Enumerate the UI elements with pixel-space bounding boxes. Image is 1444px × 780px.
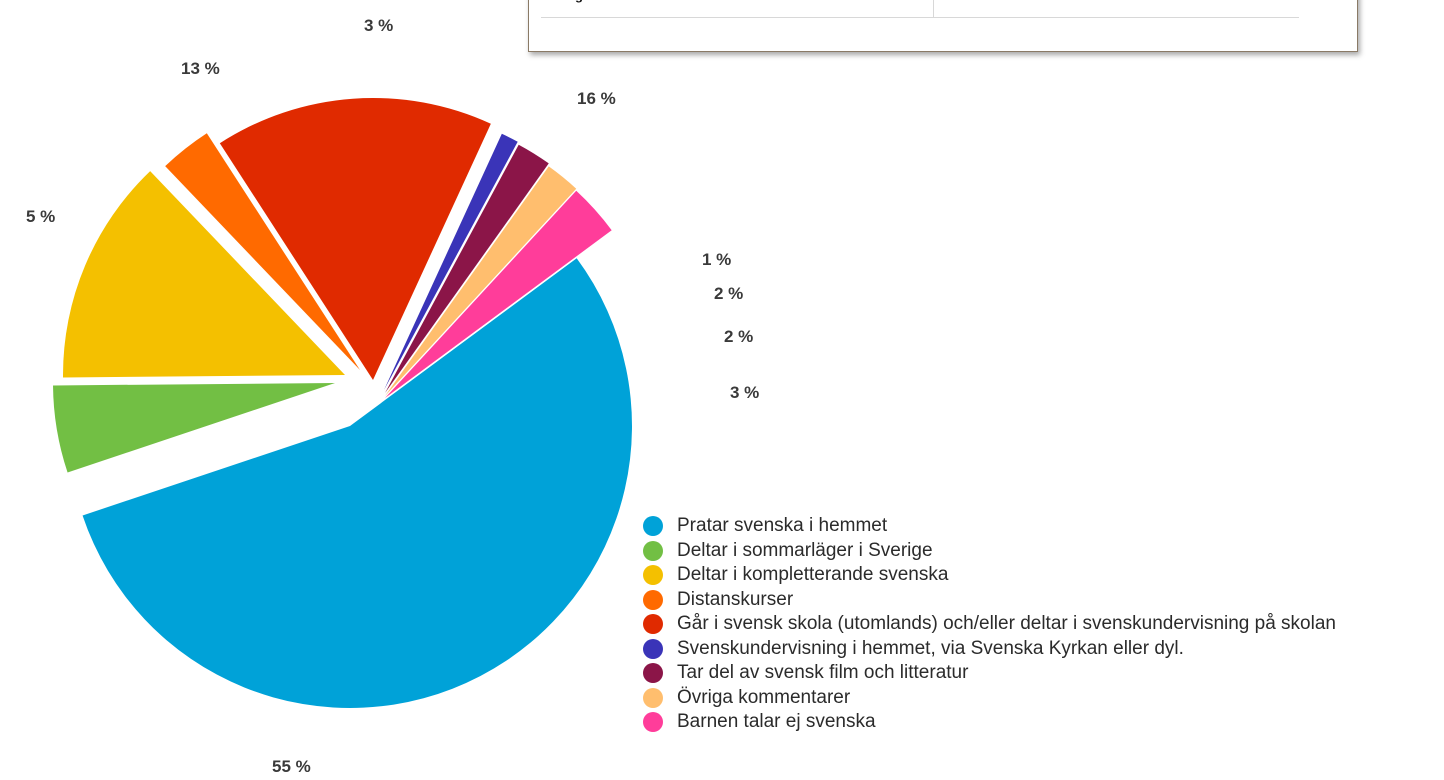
legend-label: Tar del av svensk film och litteratur [677, 662, 969, 684]
table-cell-value: 30 [934, 0, 1299, 17]
pie-slice [385, 190, 612, 398]
summary-table-panel: Övriga kommentarer 30 [528, 0, 1358, 52]
legend-label: Deltar i kompletterande svenska [677, 564, 949, 586]
pie-slice [219, 97, 491, 380]
pie-slice [82, 258, 632, 708]
pie-slice [385, 144, 549, 393]
legend-item: Övriga kommentarer [643, 686, 1336, 711]
legend-item: Deltar i kompletterande svenska [643, 563, 1336, 588]
table-cell-label: Övriga kommentarer [541, 0, 934, 17]
legend-item: Tar del av svensk film och litteratur [643, 661, 1336, 686]
legend-label: Pratar svenska i hemmet [677, 515, 888, 537]
legend-item: Distanskurser [643, 588, 1336, 613]
pie-slice [53, 383, 335, 473]
slice-percent-label: 5 % [26, 207, 55, 226]
pie-slice [384, 133, 518, 391]
legend-item: Pratar svenska i hemmet [643, 514, 1336, 539]
slice-percent-label: 16 % [577, 89, 616, 108]
legend-color-dot [643, 614, 663, 635]
legend-color-dot [643, 540, 663, 561]
slice-percent-label: 2 % [714, 284, 743, 303]
chart-legend: Pratar svenska i hemmet Deltar i sommarlä… [643, 514, 1336, 735]
pie-slice [62, 171, 345, 378]
legend-label: Barnen talar ej svenska [677, 711, 876, 733]
legend-label: Övriga kommentarer [677, 686, 851, 708]
legend-item: Deltar i sommarläger i Sverige [643, 539, 1336, 564]
slice-percent-label: 3 % [364, 16, 393, 35]
legend-label: Går i svensk skola (utomlands) och/eller… [677, 613, 1336, 635]
legend-color-dot [643, 638, 663, 659]
legend-color-dot [643, 565, 663, 586]
slice-percent-label: 2 % [724, 327, 753, 346]
slice-percent-label: 3 % [730, 383, 759, 402]
legend-color-dot [643, 663, 663, 684]
legend-label: Distanskurser [677, 588, 794, 610]
legend-color-dot [643, 516, 663, 537]
legend-item: Går i svensk skola (utomlands) och/eller… [643, 612, 1336, 637]
legend-color-dot [643, 712, 663, 733]
legend-label: Deltar i sommarläger i Sverige [677, 539, 933, 561]
legend-label: Svenskundervisning i hemmet, via Svenska… [677, 637, 1184, 659]
table-row: Övriga kommentarer 30 [541, 0, 1299, 18]
slice-percent-label: 13 % [181, 59, 220, 78]
slice-percent-label: 55 % [272, 757, 311, 776]
pie-slice [165, 133, 360, 370]
legend-color-dot [643, 589, 663, 610]
legend-color-dot [643, 687, 663, 708]
pie-slice [385, 166, 577, 396]
slice-percent-label: 1 % [702, 250, 731, 269]
legend-item: Barnen talar ej svenska [643, 710, 1336, 735]
legend-item: Svenskundervisning i hemmet, via Svenska… [643, 637, 1336, 662]
